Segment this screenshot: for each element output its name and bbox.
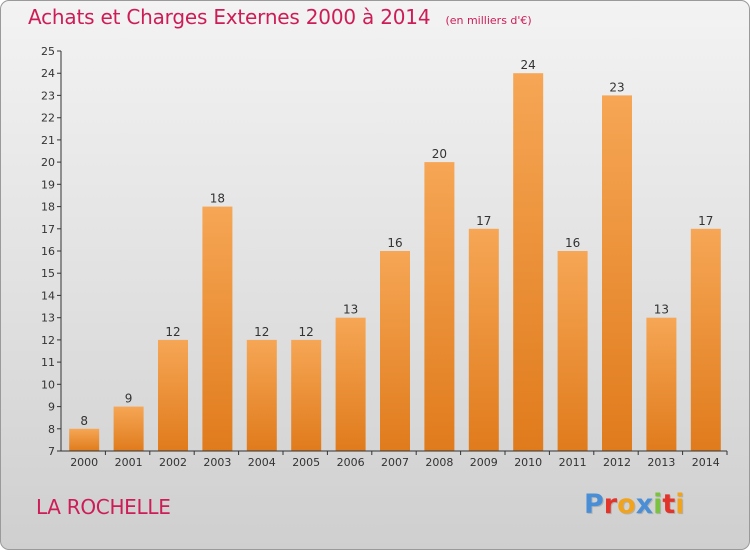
data-label-2014: 17: [698, 214, 713, 228]
y-tick-label-25: 25: [41, 45, 55, 58]
bar-2014: [690, 228, 721, 451]
x-tick-label-2010: 2010: [514, 456, 542, 469]
bar-2008: [424, 162, 455, 451]
title-row: Achats et Charges Externes 2000 à 2014 (…: [28, 5, 532, 29]
brand-letter: r: [603, 489, 618, 520]
x-tick-label-2008: 2008: [425, 456, 453, 469]
y-tick-label-7: 7: [48, 445, 55, 458]
data-label-2013: 13: [654, 303, 669, 317]
data-label-2009: 17: [476, 214, 491, 228]
data-label-2006: 13: [343, 303, 358, 317]
x-tick-label-2009: 2009: [470, 456, 498, 469]
y-tick-label-11: 11: [41, 356, 55, 369]
brand-letter: x: [635, 489, 654, 520]
bar-2011: [557, 251, 588, 451]
chart-subtitle: (en milliers d'€): [445, 14, 532, 27]
data-label-2003: 18: [210, 192, 225, 206]
x-tick-label-2014: 2014: [692, 456, 720, 469]
bar-2000: [69, 428, 100, 451]
data-label-2002: 12: [165, 325, 180, 339]
x-tick-label-2013: 2013: [647, 456, 675, 469]
brand-letter: i: [653, 489, 663, 520]
y-tick-label-22: 22: [41, 112, 55, 125]
x-tick-label-2005: 2005: [292, 456, 320, 469]
y-tick-label-18: 18: [41, 201, 55, 214]
y-tick-label-24: 24: [41, 67, 55, 80]
data-label-2012: 23: [609, 80, 624, 94]
data-label-2001: 9: [125, 392, 133, 406]
data-label-2007: 16: [387, 236, 402, 250]
data-label-2000: 8: [80, 414, 88, 428]
bar-2006: [335, 317, 366, 451]
x-tick-label-2000: 2000: [70, 456, 98, 469]
city-name: LA ROCHELLE: [36, 495, 171, 519]
x-tick-label-2006: 2006: [337, 456, 365, 469]
chart-title: Achats et Charges Externes 2000 à 2014: [28, 5, 431, 29]
y-tick-label-10: 10: [41, 378, 55, 391]
bar-2004: [246, 339, 277, 451]
y-tick-label-21: 21: [41, 134, 55, 147]
bar-2001: [113, 406, 144, 451]
data-label-2010: 24: [521, 58, 536, 72]
x-tick-label-2012: 2012: [603, 456, 631, 469]
y-tick-label-12: 12: [41, 334, 55, 347]
bars-layer: 8 9 12 18 12 12 13 16 20 17 24 16 23 13 17: [69, 58, 721, 452]
data-label-2008: 20: [432, 147, 447, 161]
data-label-2005: 12: [299, 325, 314, 339]
x-tick-label-2007: 2007: [381, 456, 409, 469]
bar-2013: [646, 317, 677, 451]
brand-logo: Proxiti: [584, 489, 685, 520]
x-tick-label-2002: 2002: [159, 456, 187, 469]
brand-letter: P: [584, 489, 604, 520]
brand-letter: t: [662, 489, 676, 520]
y-tick-label-17: 17: [41, 223, 55, 236]
y-tick-label-23: 23: [41, 89, 55, 102]
bar-2010: [513, 73, 544, 451]
y-tick-label-19: 19: [41, 178, 55, 191]
bar-2003: [202, 206, 233, 451]
brand-letter: o: [617, 489, 636, 520]
axis-layer: 2000 2001 2002 2003 2004 2005 2006 2007 2008 2009…: [41, 45, 728, 469]
y-tick-label-9: 9: [48, 401, 55, 414]
bar-2002: [158, 339, 188, 451]
y-tick-label-13: 13: [41, 312, 55, 325]
x-tick-label-2004: 2004: [248, 456, 276, 469]
y-tick-label-8: 8: [48, 423, 55, 436]
x-tick-label-2003: 2003: [203, 456, 231, 469]
y-tick-label-20: 20: [41, 156, 55, 169]
bar-2005: [291, 339, 322, 451]
bar-2012: [602, 95, 632, 452]
y-tick-label-14: 14: [41, 289, 55, 302]
brand-letter: i: [675, 489, 685, 520]
bar-2009: [468, 228, 499, 451]
data-label-2004: 12: [254, 325, 269, 339]
x-tick-label-2001: 2001: [115, 456, 143, 469]
bar-2007: [380, 251, 410, 451]
y-tick-label-15: 15: [41, 267, 55, 280]
data-label-2011: 16: [565, 236, 580, 250]
x-tick-label-2011: 2011: [559, 456, 587, 469]
y-tick-label-16: 16: [41, 245, 55, 258]
